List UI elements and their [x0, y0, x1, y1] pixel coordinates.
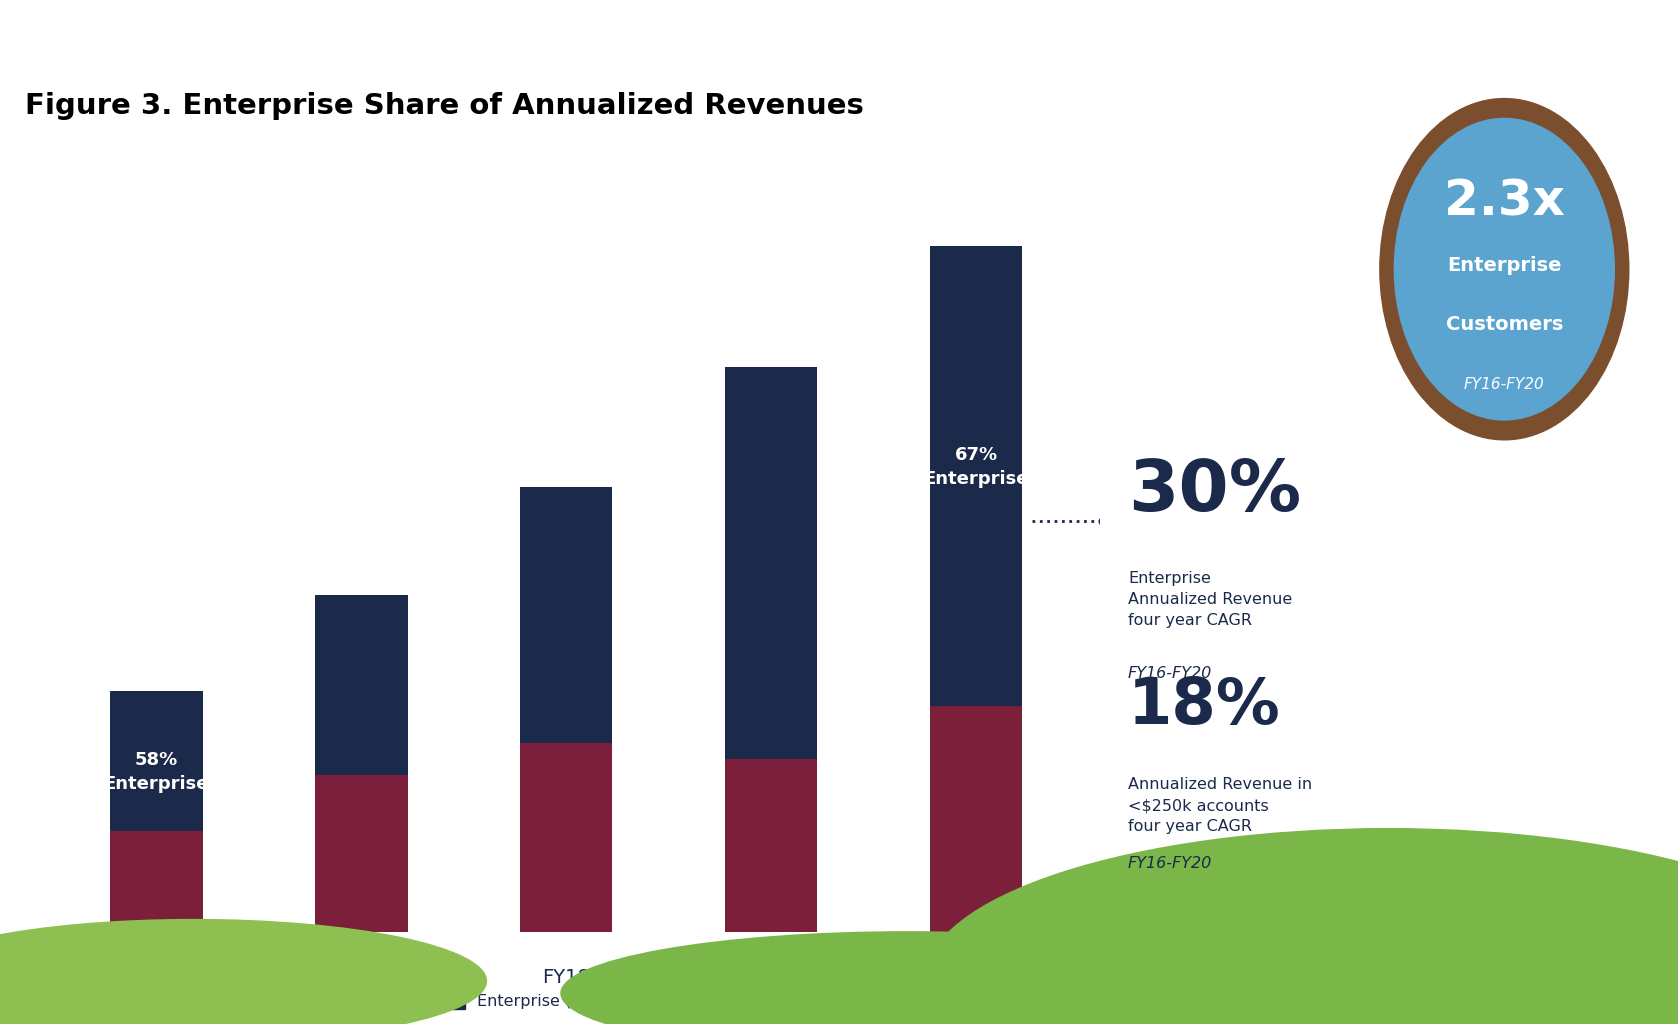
Text: FY17: FY17: [337, 968, 386, 987]
Bar: [111, 830, 203, 932]
Text: Enterprise: Enterprise: [1446, 256, 1562, 274]
Ellipse shape: [560, 932, 1253, 1024]
Text: FY16: FY16: [133, 968, 181, 987]
Bar: [930, 247, 1022, 706]
Ellipse shape: [926, 828, 1678, 1024]
Text: FY20: FY20: [953, 968, 1000, 987]
Text: 58%
Enterprise: 58% Enterprise: [104, 752, 210, 793]
Bar: [315, 775, 408, 932]
Text: 2.3x: 2.3x: [1443, 178, 1566, 225]
Text: 67%
Enterprise: 67% Enterprise: [923, 446, 1029, 487]
Text: Figure 3. Enterprise Share of Annualized Revenues: Figure 3. Enterprise Share of Annualized…: [25, 92, 864, 120]
Legend: Non-Enterprise Annualized Revenue, Enterprise (>$1M) Annualized Revenue: Non-Enterprise Annualized Revenue, Enter…: [76, 986, 802, 1015]
Text: FY16-FY20: FY16-FY20: [1463, 377, 1545, 392]
Text: 30%: 30%: [1128, 457, 1300, 526]
Text: Customers: Customers: [1446, 315, 1562, 334]
Bar: [520, 742, 612, 932]
Bar: [315, 595, 408, 775]
Circle shape: [1394, 119, 1614, 420]
Text: FY19: FY19: [747, 968, 795, 987]
Bar: [520, 487, 612, 742]
Text: Annualized Revenue in
<$250k accounts
four year CAGR: Annualized Revenue in <$250k accounts fo…: [1128, 777, 1312, 835]
Ellipse shape: [0, 920, 487, 1024]
Text: 18%: 18%: [1128, 675, 1280, 736]
Text: FY18: FY18: [542, 968, 591, 987]
Bar: [725, 367, 817, 760]
Text: FY16-FY20: FY16-FY20: [1128, 666, 1212, 681]
Bar: [930, 706, 1022, 932]
Text: Enterprise
Annualized Revenue
four year CAGR: Enterprise Annualized Revenue four year …: [1128, 570, 1292, 628]
Bar: [725, 760, 817, 932]
Text: Robust Organic Growth: Robust Organic Growth: [0, 524, 545, 569]
Bar: [111, 691, 203, 830]
Text: FY16-FY20: FY16-FY20: [1128, 856, 1212, 871]
Circle shape: [1379, 98, 1629, 440]
